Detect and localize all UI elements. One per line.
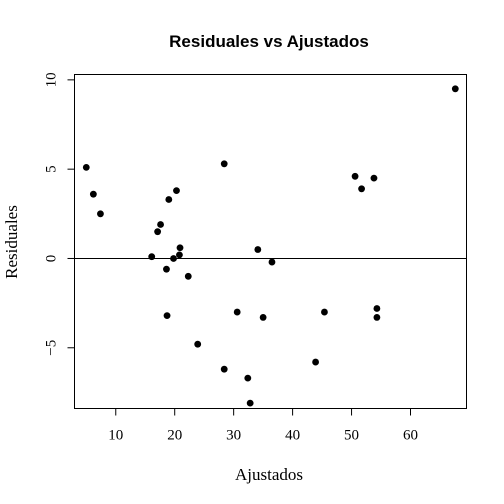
data-point [358,185,365,193]
data-point [165,196,173,203]
plot-frame [74,74,467,409]
data-point [184,272,192,280]
data-point [370,174,378,182]
data-point [312,358,319,366]
data-point [97,210,104,218]
x-tick-label: 60 [403,428,418,444]
data-point [173,187,180,194]
x-axis-label: Ajustados [235,465,303,484]
data-point [220,365,228,373]
y-tick-label: 5 [44,165,60,173]
data-points [82,85,459,407]
data-point [148,253,156,261]
x-tick-label: 40 [285,428,300,444]
y-tick-label: 0 [44,255,60,263]
data-point [163,312,171,320]
data-point [89,190,97,198]
x-axis: 10 20 30 40 50 60 [108,408,418,444]
x-tick-label: 30 [226,428,241,444]
x-tick-label: 50 [344,428,359,444]
chart-title: Residuales vs Ajustados [169,32,369,51]
data-point [451,85,459,93]
data-point [233,308,241,316]
y-axis: −5 0 5 10 [44,72,75,356]
y-tick-label: −5 [44,340,60,356]
data-point [268,258,276,266]
data-point [176,251,183,259]
x-tick-label: 10 [108,428,123,444]
data-point [351,172,359,180]
data-point [170,255,177,262]
data-point [254,246,262,253]
data-point [176,244,184,252]
y-axis-label: Residuales [2,205,21,279]
data-point [373,314,381,321]
data-point [373,305,381,312]
data-point [163,265,170,273]
data-point [259,314,267,321]
data-point [244,374,252,382]
data-point [220,160,228,168]
data-point [246,399,254,407]
data-point [154,228,162,236]
y-tick-label: 10 [44,72,60,87]
data-point [82,163,90,171]
data-point [194,340,202,348]
x-tick-label: 20 [167,428,182,444]
data-point [157,221,164,228]
data-point [321,308,328,316]
